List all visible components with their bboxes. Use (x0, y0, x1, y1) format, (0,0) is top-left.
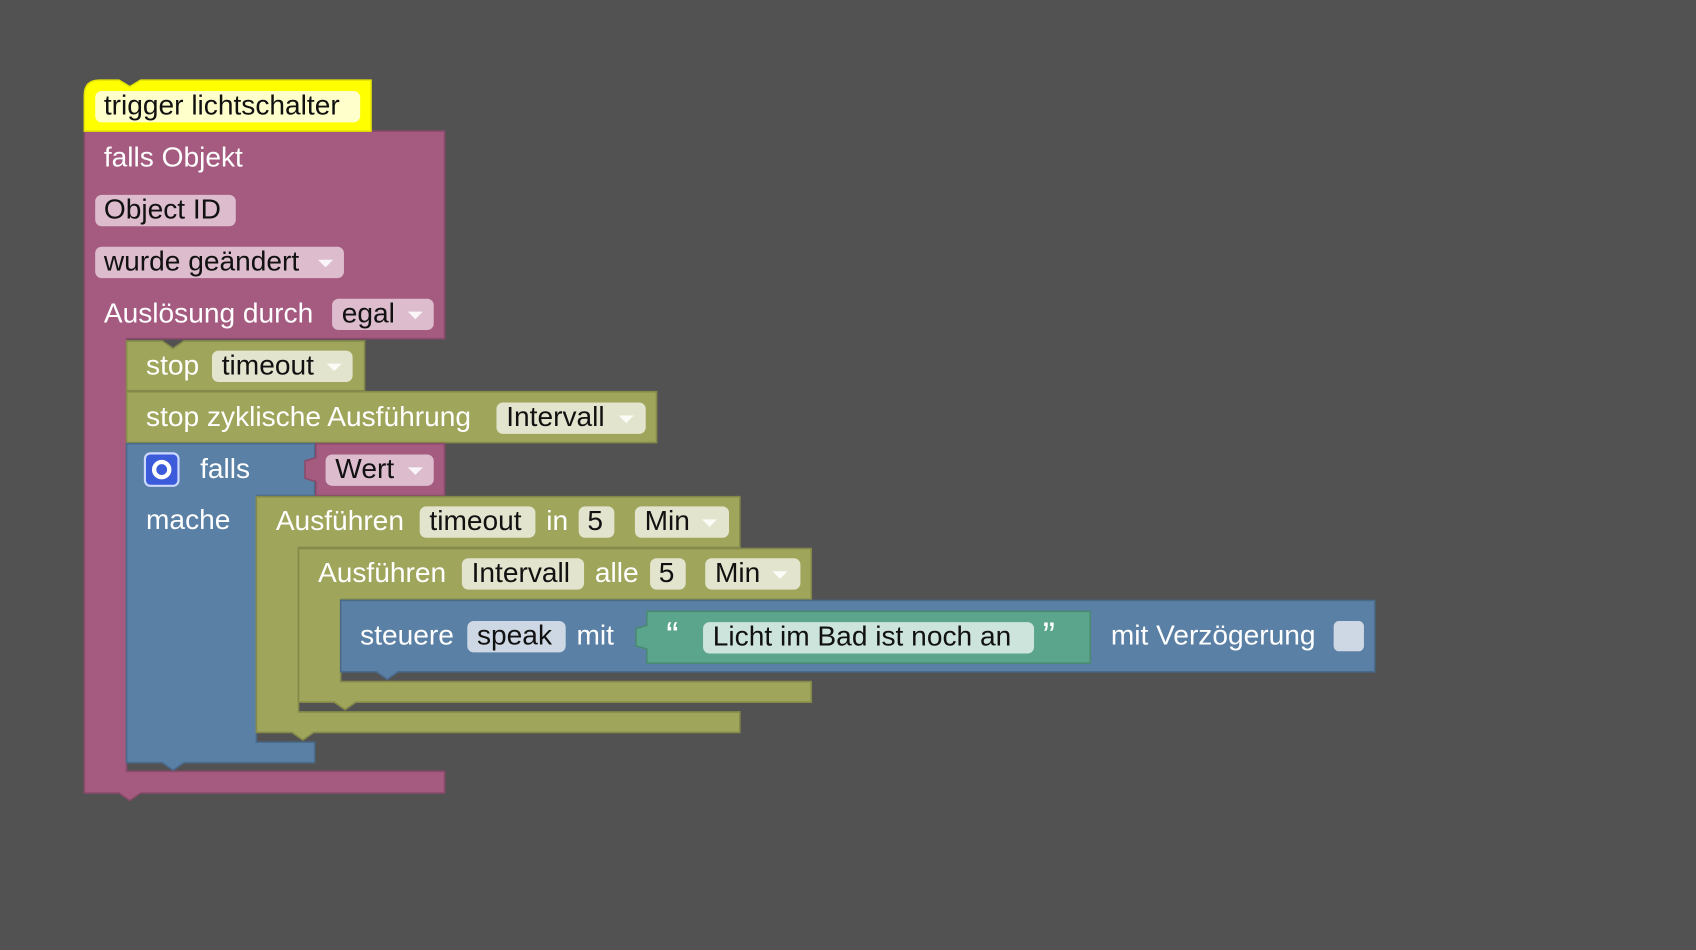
block-label: trigger lichtschalter (104, 90, 340, 121)
block-label: mache (146, 504, 230, 535)
dropdown-arrow (407, 467, 423, 475)
checkbox[interactable] (1333, 621, 1364, 652)
field-text: timeout (222, 349, 314, 380)
field[interactable] (419, 506, 536, 538)
gear (151, 459, 172, 480)
block-label: falls (200, 453, 250, 484)
field-text: 5 (587, 505, 603, 536)
block-label: steuere (360, 620, 454, 651)
text-field[interactable] (703, 622, 1035, 654)
field-text: egal (342, 297, 395, 328)
dropdown[interactable] (212, 350, 353, 382)
block-label: falls Objekt (104, 142, 243, 173)
dropdown-arrow (407, 311, 423, 320)
dropdown-arrow (772, 571, 788, 579)
dropdown-arrow (701, 519, 718, 527)
number-field[interactable] (578, 506, 615, 538)
dropdown[interactable] (332, 298, 434, 331)
block-label: Ausführen (318, 557, 446, 588)
number-field[interactable] (650, 558, 686, 590)
dropdown[interactable] (634, 506, 730, 538)
dropdown-arrow (618, 415, 634, 424)
field-text: 5 (659, 557, 675, 588)
block-label: Ausführen (276, 505, 404, 536)
field[interactable] (95, 194, 236, 227)
interval-block[interactable] (297, 547, 813, 711)
dropdown[interactable] (705, 558, 801, 590)
dropdown-arrow (326, 363, 342, 372)
field-text: Min (645, 505, 690, 536)
dropdown[interactable] (95, 246, 344, 279)
field-text: Min (715, 557, 760, 588)
field[interactable] (467, 621, 566, 653)
dropdown[interactable] (496, 402, 646, 434)
field-text: Intervall (506, 401, 604, 432)
field-text: Licht im Bad ist noch an (713, 621, 1011, 652)
dropdown[interactable] (325, 454, 434, 486)
gear-icon[interactable] (143, 452, 180, 487)
field-text: timeout (429, 505, 521, 536)
block-label: in (546, 505, 568, 536)
field-text: Intervall (472, 557, 570, 588)
field-text: Wert (335, 453, 394, 484)
block-label: stop (146, 349, 199, 380)
field[interactable] (95, 91, 361, 123)
event-block[interactable] (83, 130, 446, 802)
dropdown-arrow (318, 259, 334, 268)
quote: ” (1043, 615, 1055, 656)
block-label: mit Verzögerung (1111, 620, 1316, 651)
field-text: speak (477, 620, 553, 651)
block-label: Auslösung durch (104, 297, 313, 328)
field-text: Object ID (104, 194, 221, 225)
field[interactable] (461, 558, 585, 590)
block-label: mit (577, 620, 615, 651)
quote: “ (666, 615, 678, 656)
block-label: stop zyklische Ausführung (146, 401, 471, 432)
field-text: wurde geändert (103, 245, 300, 276)
block-label: alle (595, 557, 639, 588)
if-block[interactable] (125, 442, 316, 772)
